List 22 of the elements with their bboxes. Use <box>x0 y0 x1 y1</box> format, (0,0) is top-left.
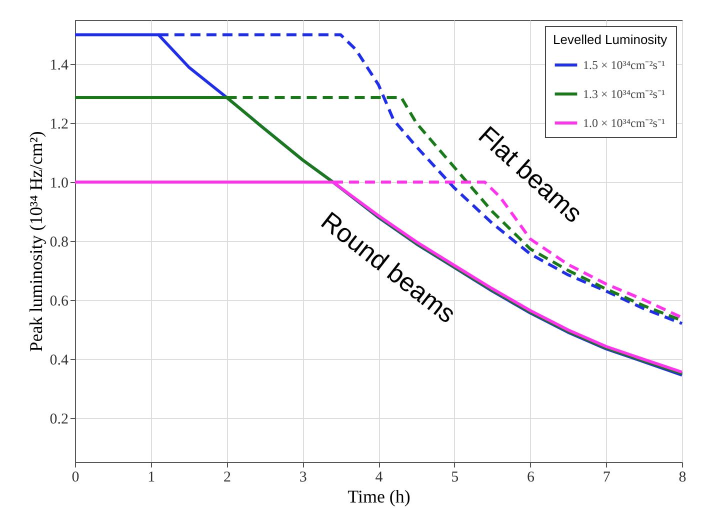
legend-title: Levelled Luminosity <box>553 32 668 47</box>
y-tick-label: 0.8 <box>50 234 68 250</box>
y-tick-label: 1.4 <box>50 58 69 74</box>
legend-label: 1.3 × 10³⁴cm⁻²s⁻¹ <box>583 87 666 101</box>
x-tick-label: 5 <box>451 470 459 486</box>
x-tick-label: 0 <box>72 470 80 486</box>
x-axis-title: Time (h) <box>348 486 410 506</box>
x-tick-label: 1 <box>148 470 156 486</box>
y-tick-label: 1.2 <box>50 116 68 133</box>
x-tick-label: 3 <box>299 470 307 486</box>
legend-label: 1.5 × 10³⁴cm⁻²s⁻¹ <box>583 58 666 72</box>
y-tick-label: 0.2 <box>50 411 68 428</box>
y-tick-label: 0.6 <box>50 293 69 310</box>
x-tick-label: 8 <box>678 470 686 486</box>
y-tick-label: 0.4 <box>50 352 69 368</box>
legend-label: 1.0 × 10³⁴cm⁻²s⁻¹ <box>583 116 666 130</box>
x-tick-label: 4 <box>375 470 384 486</box>
y-axis-title: Peak luminosity (10³⁴ Hz/cm²) <box>26 131 46 352</box>
x-tick-label: 2 <box>224 470 231 486</box>
x-tick-label: 6 <box>527 470 535 486</box>
x-tick-label: 7 <box>602 470 611 486</box>
y-tick-label: 1.0 <box>50 176 68 192</box>
